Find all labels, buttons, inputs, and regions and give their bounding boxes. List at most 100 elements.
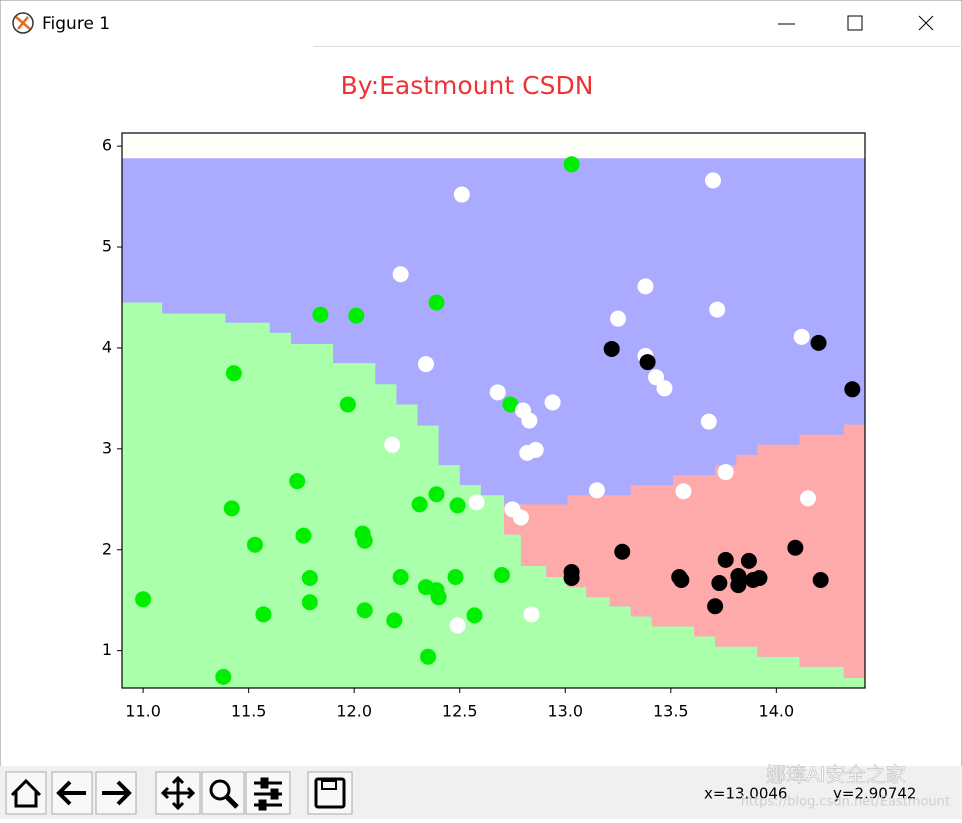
forward-button[interactable] <box>95 771 137 815</box>
point <box>356 532 373 549</box>
point <box>793 328 810 345</box>
save-button[interactable] <box>307 771 353 815</box>
point <box>420 648 437 665</box>
point <box>430 589 447 606</box>
point <box>521 412 538 429</box>
point <box>614 543 631 560</box>
point <box>717 464 734 481</box>
point <box>523 606 540 623</box>
watermark-url: https://blog.csdn.net/Eastmount <box>741 795 950 810</box>
y-tick-label: 4 <box>102 337 112 356</box>
x-tick-label: 12.0 <box>336 702 372 721</box>
back-button[interactable] <box>51 771 93 815</box>
x-tick-label: 11.0 <box>125 702 161 721</box>
point <box>255 606 272 623</box>
point <box>449 497 466 514</box>
decision-region <box>504 424 865 678</box>
pan-button[interactable] <box>155 771 201 815</box>
point <box>225 365 242 382</box>
x-tick-label: 13.0 <box>547 702 583 721</box>
point <box>489 384 506 401</box>
point <box>544 394 561 411</box>
point <box>588 482 605 499</box>
point <box>717 551 734 568</box>
point <box>656 380 673 397</box>
point <box>447 569 464 585</box>
point <box>745 572 762 589</box>
x-tick-label: 13.5 <box>653 702 689 721</box>
point <box>603 340 620 357</box>
home-button[interactable] <box>5 771 47 815</box>
point <box>411 496 428 513</box>
decision-region <box>122 302 865 688</box>
point <box>563 570 580 587</box>
point <box>339 396 356 413</box>
toolbar-buttons <box>5 771 353 815</box>
point <box>675 483 692 500</box>
point <box>384 436 401 453</box>
point <box>740 552 757 569</box>
x-tick-label: 14.0 <box>759 702 795 721</box>
point <box>223 500 240 517</box>
window-title: Figure 1 <box>42 14 110 34</box>
close-button[interactable] <box>918 15 934 31</box>
watermark-name: 娜璋AI安全之家 <box>766 763 906 787</box>
point <box>289 473 306 490</box>
point <box>428 294 445 311</box>
point <box>493 566 510 583</box>
point <box>348 307 365 324</box>
chart-title: By:Eastmount CSDN <box>341 71 594 100</box>
point <box>449 617 466 634</box>
point <box>392 266 409 283</box>
point <box>466 607 483 624</box>
point <box>502 396 519 413</box>
point <box>787 539 804 556</box>
axes-frame <box>121 132 866 689</box>
point <box>673 572 690 589</box>
point <box>312 306 329 323</box>
point <box>707 598 724 615</box>
point <box>468 494 485 511</box>
point <box>610 310 627 327</box>
configure-button[interactable] <box>245 771 291 815</box>
point <box>700 413 717 430</box>
x-tick-label: 11.5 <box>231 702 267 721</box>
point <box>563 156 580 173</box>
point <box>295 527 312 544</box>
point <box>709 301 726 318</box>
point <box>648 369 665 386</box>
y-tick-label: 3 <box>102 438 112 457</box>
point <box>392 569 409 585</box>
x-tick-label: 12.5 <box>442 702 478 721</box>
point <box>519 444 536 461</box>
y-tick-label: 2 <box>102 539 112 558</box>
y-tick-label: 6 <box>102 136 112 155</box>
point <box>428 486 445 503</box>
point <box>637 278 654 295</box>
y-tick-label: 1 <box>102 640 112 659</box>
point <box>812 572 829 589</box>
point <box>800 490 817 507</box>
point <box>246 536 263 553</box>
maximize-button[interactable] <box>847 15 863 31</box>
point <box>639 354 656 371</box>
point <box>705 172 722 189</box>
point <box>215 668 232 685</box>
point <box>844 381 861 398</box>
point <box>301 570 318 587</box>
y-tick-label: 5 <box>102 237 112 256</box>
zoom-button[interactable] <box>201 771 245 815</box>
status-x: x=13.0046 <box>704 785 787 803</box>
point <box>453 186 470 203</box>
point <box>512 509 529 526</box>
point <box>386 612 403 629</box>
point <box>301 594 318 611</box>
app-icon <box>12 12 34 34</box>
plot: 11.0 11.5 12.0 12.5 13.0 13.5 14.0 1 2 3 4 5 6 <box>102 132 866 721</box>
point <box>711 575 728 592</box>
point <box>417 356 434 373</box>
point <box>730 577 747 594</box>
point <box>135 591 152 608</box>
